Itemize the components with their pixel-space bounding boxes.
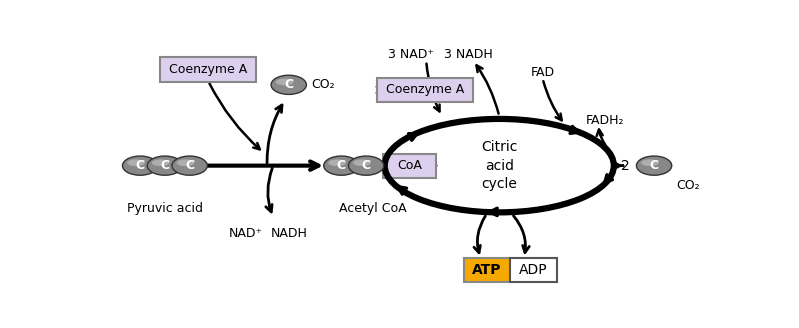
- Text: FAD: FAD: [531, 66, 555, 79]
- Text: Coenzyme A: Coenzyme A: [386, 83, 464, 96]
- Text: ADP: ADP: [519, 263, 547, 277]
- Text: NADH: NADH: [270, 227, 307, 240]
- Text: C: C: [136, 159, 145, 172]
- FancyBboxPatch shape: [463, 258, 510, 282]
- Text: CoA: CoA: [397, 159, 422, 172]
- Text: C: C: [362, 159, 371, 172]
- Ellipse shape: [328, 159, 346, 166]
- Text: C: C: [284, 78, 293, 91]
- Text: CO₂: CO₂: [676, 179, 699, 192]
- Ellipse shape: [177, 159, 194, 166]
- FancyBboxPatch shape: [377, 78, 473, 102]
- Ellipse shape: [172, 156, 207, 175]
- Text: Coenzyme A: Coenzyme A: [169, 63, 248, 76]
- Text: Citric
acid
cycle: Citric acid cycle: [481, 140, 518, 191]
- Ellipse shape: [122, 156, 157, 175]
- Ellipse shape: [276, 79, 293, 85]
- FancyBboxPatch shape: [384, 154, 435, 178]
- Ellipse shape: [271, 75, 306, 94]
- Text: 3 NAD⁺: 3 NAD⁺: [388, 48, 435, 61]
- Text: FADH₂: FADH₂: [586, 114, 624, 127]
- Ellipse shape: [324, 156, 359, 175]
- Text: C: C: [650, 159, 658, 172]
- Text: C: C: [161, 159, 169, 172]
- Text: 2: 2: [621, 159, 630, 173]
- Ellipse shape: [641, 159, 658, 166]
- Text: C: C: [337, 159, 346, 172]
- Text: 3 NADH: 3 NADH: [444, 48, 493, 61]
- Text: CO₂: CO₂: [312, 78, 336, 91]
- FancyBboxPatch shape: [161, 57, 256, 82]
- Ellipse shape: [637, 156, 672, 175]
- Text: C: C: [185, 159, 194, 172]
- Ellipse shape: [353, 159, 371, 166]
- FancyBboxPatch shape: [510, 258, 557, 282]
- Text: NAD⁺: NAD⁺: [229, 227, 262, 240]
- Ellipse shape: [152, 159, 169, 166]
- Text: ATP: ATP: [472, 263, 502, 277]
- Ellipse shape: [348, 156, 384, 175]
- Text: Acetyl CoA: Acetyl CoA: [339, 202, 406, 215]
- Text: Pyruvic acid: Pyruvic acid: [127, 202, 203, 215]
- Ellipse shape: [127, 159, 145, 166]
- Ellipse shape: [147, 156, 182, 175]
